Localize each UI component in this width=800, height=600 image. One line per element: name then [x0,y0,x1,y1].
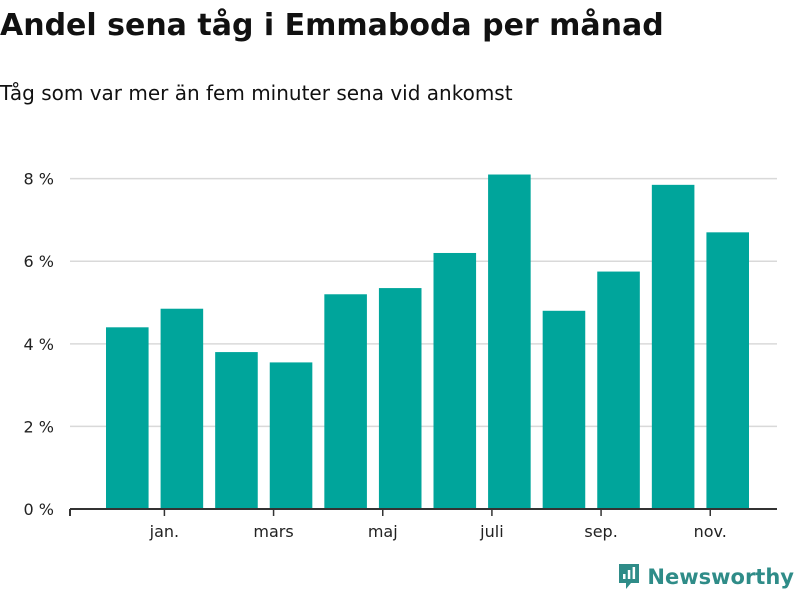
newsworthy-logo-icon [619,564,640,589]
brand-name: Newsworthy [647,565,794,589]
y-tick-label: 4 % [24,335,54,354]
bar-series [106,174,749,510]
x-tick-label: maj [368,522,398,541]
y-tick-label: 2 % [24,417,54,436]
x-tick-label: jan. [149,522,179,541]
bar-dec [106,327,149,509]
bar-sep [597,271,640,509]
x-tick-label: nov. [694,522,727,541]
bar-juli [488,174,531,510]
bar-apr [324,294,367,509]
x-tick-label: mars [253,522,293,541]
bar-aug [542,310,586,509]
bar-mars [269,362,313,509]
chart-subtitle: Tåg som var mer än fem minuter sena vid … [0,81,513,105]
bar-feb [215,352,258,509]
newsworthy-brand: Newsworthy [617,562,794,592]
bar-nov [706,232,749,509]
axis-labels: 0 % 2 % 4 % 6 % 8 % jan. mars maj juli sep. nov. [24,170,727,541]
chart-title: Andel sena tåg i Emmaboda per månad [0,8,664,43]
y-tick-label: 6 % [24,252,54,271]
y-tick-label: 0 % [24,500,54,519]
bar-maj [378,288,422,509]
bar-juni [433,252,477,509]
y-tick-label: 8 % [24,170,54,189]
bar-jan [160,308,204,509]
chart-axes [69,508,777,516]
bar-okt [651,184,695,509]
x-tick-label: juli [479,522,503,541]
x-tick-label: sep. [584,522,617,541]
